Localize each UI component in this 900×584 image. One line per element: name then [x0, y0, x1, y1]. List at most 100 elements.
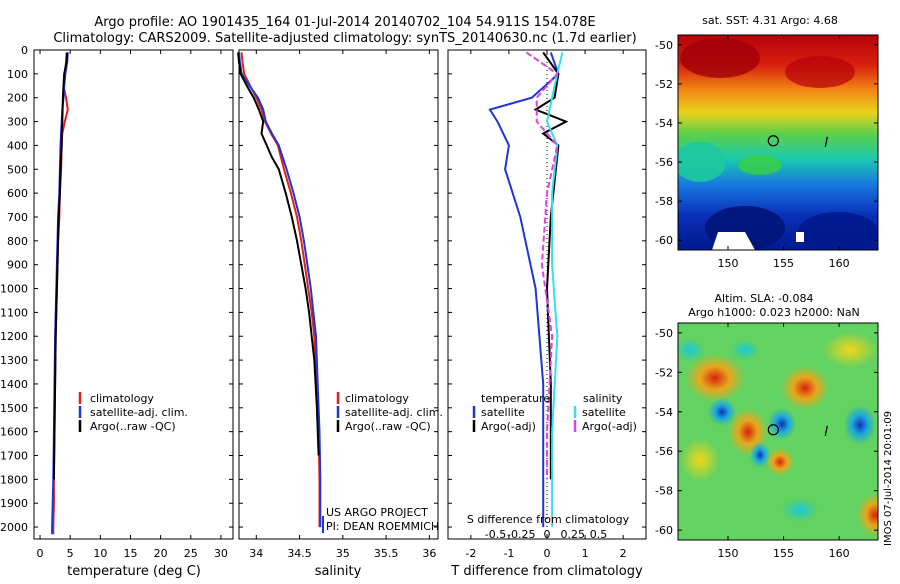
difference-xtick-label: 0: [544, 547, 551, 560]
sla-high-eddy: [685, 354, 745, 402]
sla-map-frame: [677, 322, 879, 541]
coastline-fragment: [824, 136, 828, 147]
map_sla-ytick-label: -54: [655, 406, 673, 419]
map_sla-xtick-label: 160: [829, 547, 850, 560]
difference-legend-label-sal-satellite: satellite: [582, 406, 626, 419]
temperature-xtick-label: 5: [67, 547, 74, 560]
map_sst-xtick-label: 160: [829, 257, 850, 270]
temperature-legend-label-climatology: climatology: [90, 392, 154, 405]
difference-legend: temperature salinity satellite Argo(-adj…: [472, 392, 637, 433]
sla-mid-eddy: [680, 438, 720, 482]
depth-axis-ticks: 0 100 200 300 400 500 600 700 800 900 1000 1100 1200…: [0, 44, 646, 534]
credit-project: US ARGO PROJECT: [326, 506, 428, 519]
sla-low-eddy: [844, 405, 876, 445]
sla-map-title-line1: Altim. SLA: -0.084: [714, 292, 813, 305]
salinity-legend-label-argo: Argo(..raw -QC): [345, 420, 431, 433]
depth-tick-label: 200: [7, 92, 28, 105]
depth-tick-label: 1900: [0, 497, 28, 510]
difference-top-label: S difference from climatology: [467, 513, 630, 526]
temperature-xtick-label: 15: [123, 547, 137, 560]
sst-warm-patch: [680, 38, 760, 78]
salinity-xtick-label: 36: [422, 547, 436, 560]
salinity-legend-label-satellite: satellite-adj. clim.: [345, 406, 443, 419]
map_sla-ytick-label: -50: [655, 327, 673, 340]
depth-tick-label: 500: [7, 163, 28, 176]
depth-tick-label: 1800: [0, 473, 28, 486]
map_sst-xtick-label: 150: [718, 257, 739, 270]
imos-timestamp-watermark: IMOS 07-Jul-2014 20:01:09: [883, 411, 894, 546]
temperature-xtick-label: 10: [93, 547, 107, 560]
difference-series-satellite: [488, 52, 560, 528]
difference-top-tick-label: -0.5: [485, 528, 506, 541]
sst-map-title: sat. SST: 4.31 Argo: 4.68: [702, 14, 838, 27]
temperature-xtick-label: 0: [37, 547, 44, 560]
sst-cool-patch: [678, 142, 726, 182]
difference-series-sal_satellite: [545, 52, 564, 528]
salinity-xtick-label: 35: [336, 547, 350, 560]
sst-map-ticks: -50 -52 -54 -56 -58 -60 150 155 160: [655, 35, 878, 270]
temperature-plot-frame: [33, 49, 234, 540]
map_sla-ytick-label: -58: [655, 485, 673, 498]
sst-missing-data: [796, 232, 804, 242]
depth-tick-label: 300: [7, 116, 28, 129]
depth-tick-label: 1500: [0, 402, 28, 415]
depth-tick-label: 1300: [0, 354, 28, 367]
difference-legend-label-sal-argo: Argo(-adj): [582, 420, 637, 433]
difference-legend-header-temperature: temperature: [481, 392, 550, 405]
salinity-plot: 34 34.5 35 35.5 36: [237, 50, 436, 560]
difference-xlabel: T difference from climatology: [450, 564, 643, 579]
sla-low-eddy: [678, 338, 704, 362]
sla-low-eddy: [750, 442, 770, 468]
difference-xtick-label: -1: [503, 547, 514, 560]
sla-mid-eddy: [822, 332, 878, 368]
map_sla-xtick-label: 150: [718, 547, 739, 560]
salinity-xtick-label: 34: [249, 547, 263, 560]
sla-map-image: [678, 323, 878, 540]
map_sst-xtick-label: 155: [773, 257, 794, 270]
difference-xtick-label: 2: [620, 547, 627, 560]
sla-map-ticks: -50 -52 -54 -56 -58 -60 150 155 160: [655, 323, 878, 560]
difference-series-argo: [533, 51, 569, 480]
difference-xtick-label: 1: [582, 547, 589, 560]
sla-high-eddy: [766, 448, 794, 476]
map_sla-ytick-label: -52: [655, 366, 673, 379]
sst-map-image: [678, 35, 878, 250]
difference-legend-label-temp-satellite: satellite: [481, 406, 525, 419]
sst-missing-data: [712, 232, 755, 250]
temperature-xtick-label: 20: [154, 547, 168, 560]
sla-low-eddy: [708, 398, 736, 426]
depth-tick-label: 400: [7, 139, 28, 152]
salinity-plot-frame: [238, 49, 439, 540]
salinity-series-climatology: [240, 52, 321, 528]
temperature-legend-label-satellite: satellite-adj. clim.: [90, 406, 188, 419]
temperature-xtick-label: 30: [214, 547, 228, 560]
depth-tick-label: 0: [21, 44, 28, 57]
map_sst-ytick-label: -50: [655, 39, 673, 52]
depth-tick-label: 100: [7, 68, 28, 81]
difference-xtick-label: -2: [465, 547, 476, 560]
depth-tick-label: 1000: [0, 283, 28, 296]
temperature-legend: climatology satellite-adj. clim. Argo(..…: [78, 392, 188, 433]
depth-tick-label: 1700: [0, 450, 28, 463]
depth-tick-label: 1100: [0, 306, 28, 319]
temperature-series-argo: [52, 52, 69, 480]
credit-pi: PI: DEAN ROEMMICH: [326, 520, 439, 533]
salinity-legend: climatology satellite-adj. clim. Argo(..…: [336, 392, 443, 433]
temperature-plot: 0 5 10 15 20 25 30: [37, 50, 228, 560]
figure-title-line1: Argo profile: AO 1901435_164 01-Jul-2014…: [94, 15, 595, 30]
salinity-series-satellite: [238, 52, 322, 528]
difference-top-tick-label: 0.5: [590, 528, 608, 541]
depth-tick-label: 900: [7, 259, 28, 272]
coastline-fragment: [824, 425, 828, 436]
map_sst-ytick-label: -52: [655, 78, 673, 91]
depth-tick-label: 2000: [0, 521, 28, 534]
map_sst-ytick-label: -60: [655, 234, 673, 247]
depth-tick-label: 800: [7, 235, 28, 248]
temperature-xlabel: temperature (deg C): [67, 564, 201, 579]
depth-tick-label: 1600: [0, 426, 28, 439]
argo-float-marker: [767, 424, 779, 436]
sst-cold-patch: [798, 212, 878, 250]
